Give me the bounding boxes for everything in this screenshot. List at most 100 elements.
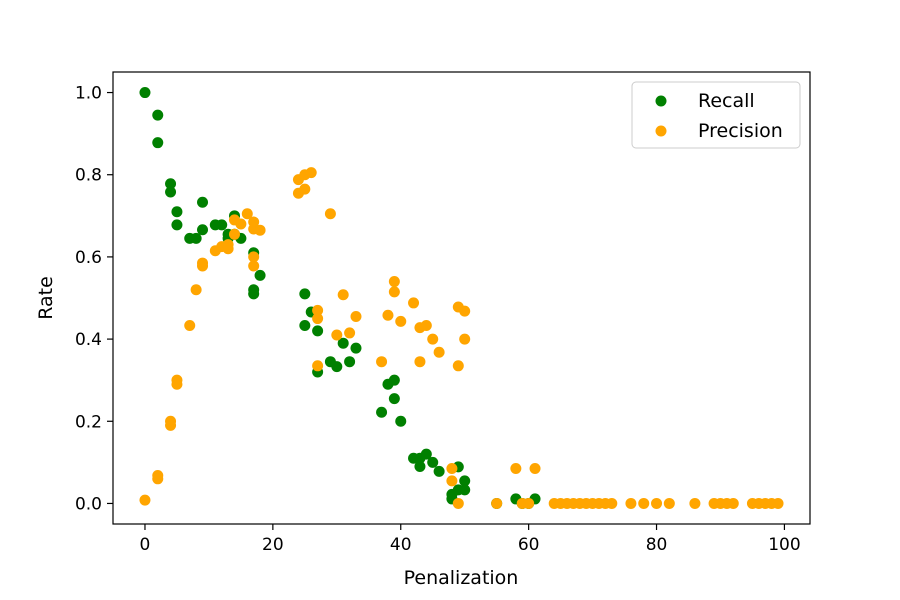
recall-point xyxy=(165,186,177,198)
precision-point xyxy=(190,284,202,296)
recall-point xyxy=(459,475,471,487)
y-tick-label: 1.0 xyxy=(75,84,102,104)
recall-point xyxy=(248,288,260,300)
precision-point xyxy=(254,224,266,236)
precision-point xyxy=(523,497,535,509)
precision-point xyxy=(446,463,458,475)
precision-point xyxy=(638,497,650,509)
recall-point xyxy=(427,456,439,468)
precision-point xyxy=(184,320,196,332)
recall-point xyxy=(171,219,183,231)
precision-point xyxy=(165,419,177,431)
legend-marker-recall xyxy=(655,95,667,107)
x-tick-label: 0 xyxy=(140,535,151,555)
precision-point xyxy=(459,333,471,345)
precision-point xyxy=(324,208,336,220)
x-tick-label: 40 xyxy=(390,535,412,555)
recall-point xyxy=(414,460,426,472)
precision-point xyxy=(452,497,464,509)
precision-point xyxy=(529,463,541,475)
recall-point xyxy=(190,232,202,244)
precision-point xyxy=(382,309,394,321)
precision-point xyxy=(241,208,253,220)
recall-point xyxy=(216,219,228,231)
precision-point xyxy=(388,286,400,298)
y-tick-label: 0.2 xyxy=(75,412,102,432)
precision-point xyxy=(459,305,471,317)
precision-point xyxy=(299,183,311,195)
x-tick-label: 60 xyxy=(518,535,540,555)
recall-point xyxy=(331,361,343,373)
recall-point xyxy=(299,320,311,332)
recall-point xyxy=(459,484,471,496)
precision-point xyxy=(331,329,343,341)
ticks-layer: 0 20 40 60 80 100 0.0 0.2 0.4 0.6 0.8 1.0 xyxy=(75,84,801,555)
x-tick-label: 80 xyxy=(646,535,668,555)
precision-point xyxy=(376,356,388,368)
precision-point xyxy=(171,378,183,390)
recall-point xyxy=(420,448,432,460)
y-tick-label: 0.0 xyxy=(75,494,102,514)
precision-point xyxy=(651,497,663,509)
x-axis-label: Penalization xyxy=(404,567,519,589)
precision-point xyxy=(305,167,317,179)
precision-point xyxy=(139,494,151,506)
precision-point xyxy=(491,497,503,509)
recall-point xyxy=(197,196,209,208)
legend-box xyxy=(631,81,801,149)
precision-point xyxy=(727,497,739,509)
recall-point xyxy=(350,342,362,354)
precision-point xyxy=(235,218,247,230)
recall-point xyxy=(433,465,445,477)
recall-point xyxy=(337,337,349,349)
recall-point xyxy=(312,325,324,337)
precision-point xyxy=(420,320,432,332)
precision-point xyxy=(248,260,260,272)
legend: Recall Precision xyxy=(631,81,801,149)
y-tick-label: 0.6 xyxy=(75,248,102,268)
legend-marker-precision xyxy=(655,125,667,137)
recall-point xyxy=(388,393,400,405)
precision-point xyxy=(452,360,464,372)
precision-point xyxy=(388,276,400,288)
legend-label-recall: Recall xyxy=(698,90,755,112)
precision-point xyxy=(248,251,260,263)
y-tick-label: 0.8 xyxy=(75,166,102,186)
precision-point xyxy=(414,356,426,368)
precision-point xyxy=(312,360,324,372)
recall-point xyxy=(152,137,164,149)
precision-point xyxy=(606,497,618,509)
precision-point xyxy=(446,475,458,487)
precision-point xyxy=(337,289,349,301)
precision-point xyxy=(510,463,522,475)
precision-point xyxy=(772,497,784,509)
recall-point xyxy=(197,224,209,236)
recall-point xyxy=(139,87,151,99)
precision-point xyxy=(427,333,439,345)
legend-label-precision: Precision xyxy=(698,120,783,142)
recall-point xyxy=(388,374,400,386)
recall-point xyxy=(171,206,183,218)
precision-point xyxy=(395,315,407,327)
recall-point xyxy=(344,356,356,368)
recall-point xyxy=(376,406,388,418)
y-tick-label: 0.4 xyxy=(75,330,102,350)
y-axis-label: Rate xyxy=(35,276,57,320)
recall-point xyxy=(165,178,177,190)
precision-point xyxy=(689,497,701,509)
precision-point xyxy=(408,297,420,309)
precision-point xyxy=(312,313,324,325)
precision-point xyxy=(312,304,324,316)
x-tick-label: 20 xyxy=(262,535,284,555)
recall-point xyxy=(299,288,311,300)
precision-point xyxy=(152,473,164,485)
precision-point xyxy=(222,243,234,255)
recall-point xyxy=(254,269,266,281)
precision-point xyxy=(350,310,362,322)
recall-point xyxy=(152,109,164,121)
precision-point xyxy=(197,260,209,272)
precision-point xyxy=(229,228,240,240)
precision-point xyxy=(344,327,356,339)
plot-frame xyxy=(112,71,811,525)
